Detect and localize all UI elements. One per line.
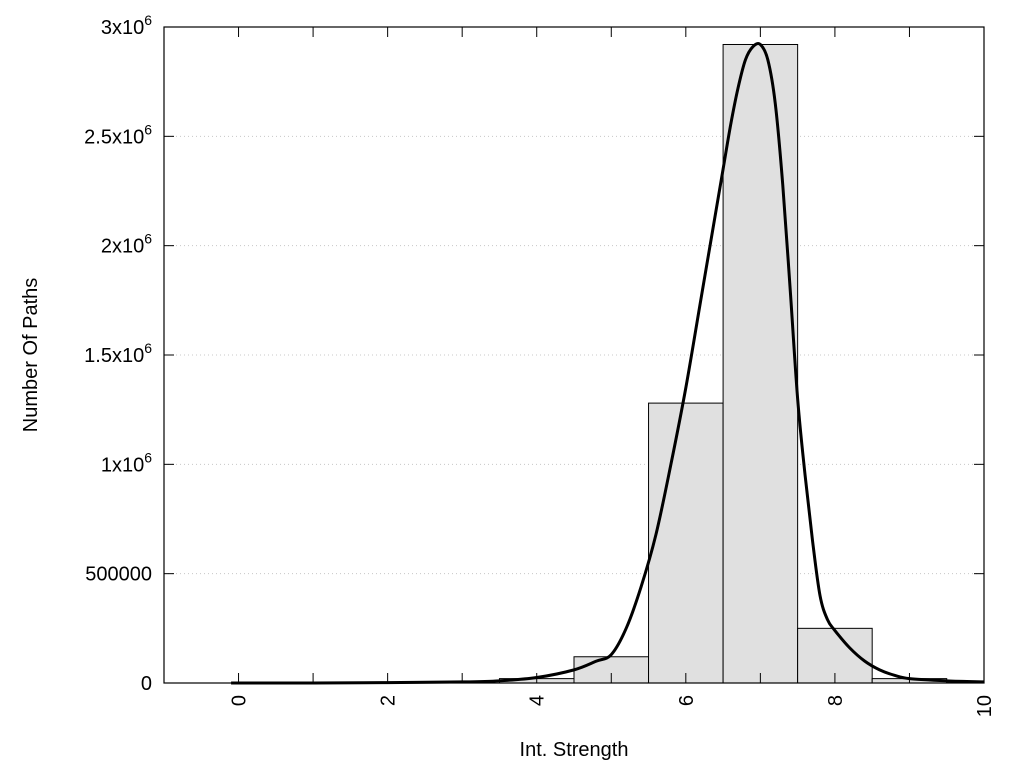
y-tick-label-exponent: 6 <box>144 340 152 356</box>
y-axis-title: Number Of Paths <box>20 278 42 433</box>
x-tick-label: 10 <box>974 695 996 717</box>
y-tick-label-base: 3x10 <box>101 17 144 39</box>
y-tick-label: 2.5x106 <box>84 121 152 148</box>
x-tick-label: 6 <box>676 695 698 706</box>
y-tick-label-base: 2x10 <box>101 236 144 258</box>
y-tick-label-base: 2.5x10 <box>84 126 144 148</box>
y-tick-label-exponent: 6 <box>144 121 152 137</box>
y-tick-label: 1x106 <box>101 449 152 476</box>
histogram-bar <box>722 43 799 684</box>
y-tick-label-exponent: 6 <box>144 12 152 28</box>
y-tick-label: 500000 <box>85 564 152 586</box>
histogram-bar <box>648 402 724 684</box>
y-tick-label-base: 1x10 <box>101 454 144 476</box>
histogram-bars <box>498 43 985 684</box>
y-tick-label: 2x106 <box>101 231 152 258</box>
x-axis-title: Int. Strength <box>520 739 629 761</box>
y-tick-label-base: 0 <box>141 673 152 695</box>
x-tick-label: 4 <box>527 695 549 706</box>
y-tick-label: 3x106 <box>101 12 152 39</box>
y-tick-label-base: 500000 <box>85 564 152 586</box>
y-tick-label-exponent: 6 <box>144 231 152 247</box>
y-tick-label-exponent: 6 <box>144 449 152 465</box>
y-tick-label-base: 1.5x10 <box>84 345 144 367</box>
x-tick-label: 2 <box>378 695 400 706</box>
density-curve-line <box>231 42 985 685</box>
y-tick-label: 0 <box>141 673 152 695</box>
grid-lines <box>164 135 984 575</box>
axis-ticks <box>164 26 985 684</box>
x-tick-label: 8 <box>825 695 847 706</box>
x-tick-label: 0 <box>229 695 251 706</box>
density-curve <box>231 42 985 685</box>
x-tick-labels: 0 2 4 6 8 10 <box>229 695 996 717</box>
y-tick-label: 1.5x106 <box>84 340 152 367</box>
